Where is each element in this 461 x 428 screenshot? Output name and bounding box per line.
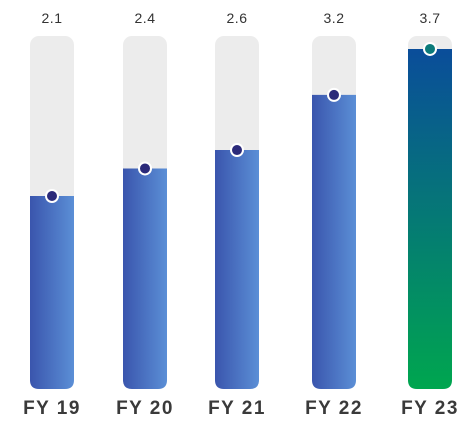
bar-fy-21 <box>215 150 259 389</box>
value-marker <box>424 43 436 55</box>
value-marker <box>46 190 58 202</box>
category-label: FY 23 <box>390 398 461 420</box>
value-label: 3.7 <box>400 10 460 26</box>
value-marker <box>328 89 340 101</box>
category-label: FY 19 <box>12 398 92 420</box>
value-label: 2.6 <box>207 10 267 26</box>
value-label: 2.4 <box>115 10 175 26</box>
category-label: FY 21 <box>197 398 277 420</box>
bar-fy-19 <box>30 196 74 389</box>
category-label: FY 22 <box>294 398 374 420</box>
bar-fy-23 <box>408 49 452 389</box>
value-marker <box>139 162 151 174</box>
value-marker <box>231 144 243 156</box>
bar-fy-22 <box>312 95 356 389</box>
value-label: 2.1 <box>22 10 82 26</box>
category-label: FY 20 <box>105 398 185 420</box>
value-label: 3.2 <box>304 10 364 26</box>
bar-fy-20 <box>123 168 167 389</box>
